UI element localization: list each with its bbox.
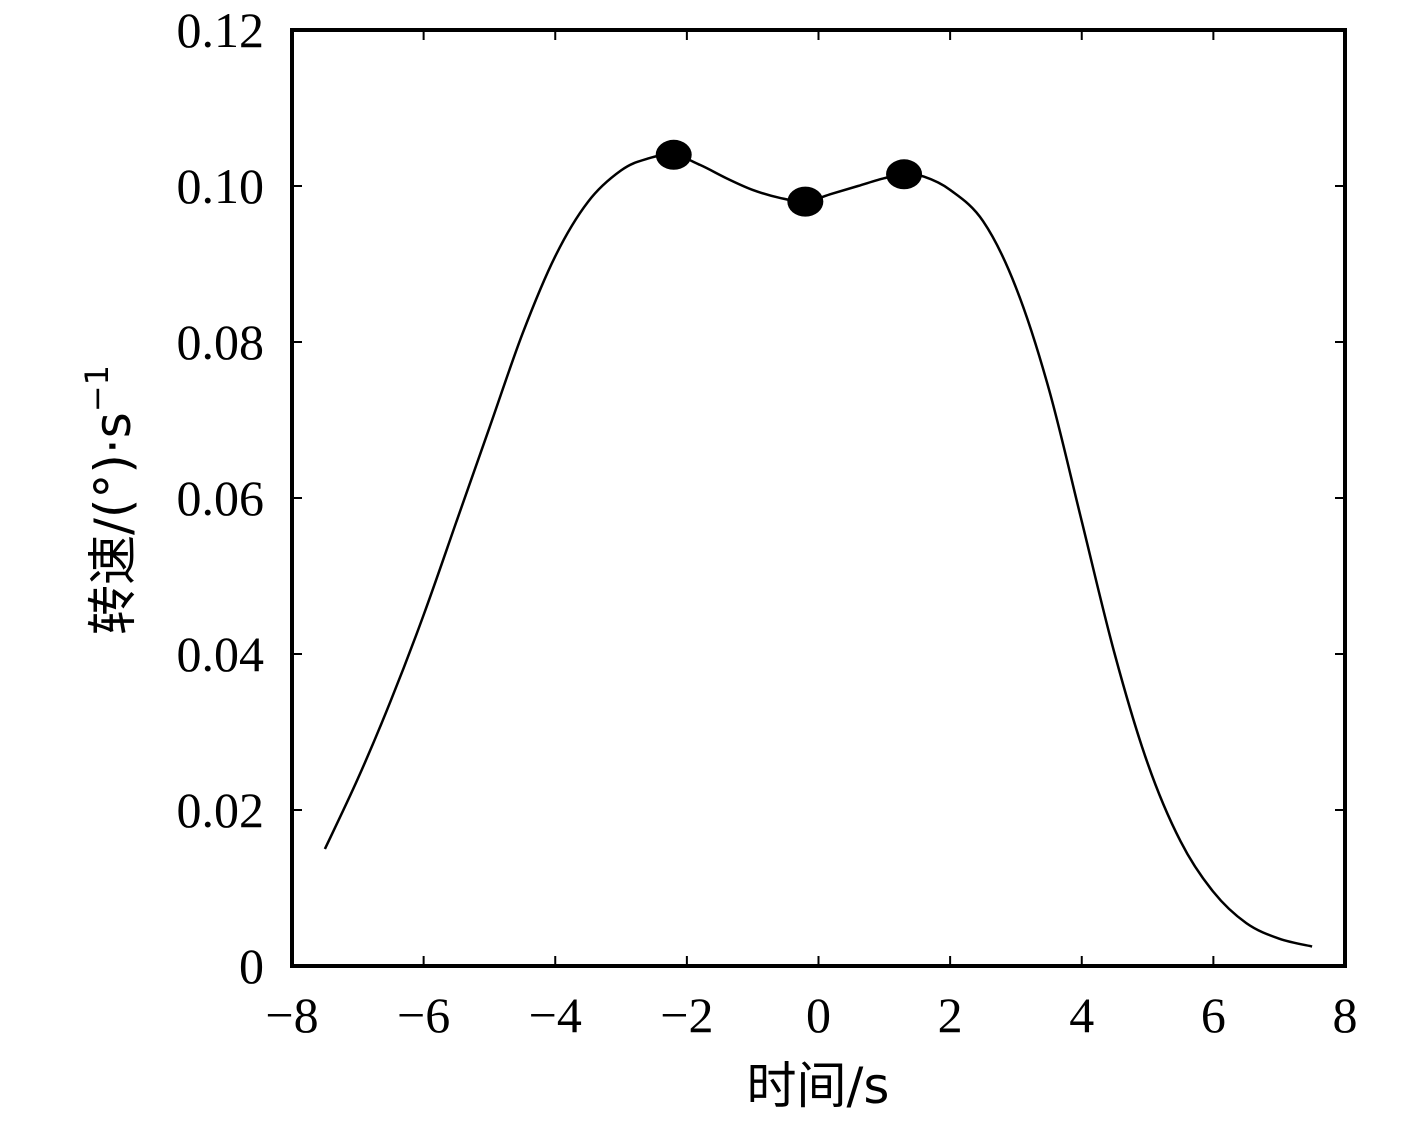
y-axis-title: 转速/(°)·s−1 [78, 365, 142, 635]
y-tick-label: 0.02 [177, 782, 265, 838]
y-tick-label: 0.04 [177, 626, 265, 682]
data-point-marker [655, 139, 692, 170]
data-line [323, 153, 1313, 948]
x-tick-label: 8 [1333, 987, 1358, 1043]
y-tick-label: 0 [239, 938, 264, 994]
x-tick-label: 6 [1201, 987, 1226, 1043]
y-tick-label: 0.10 [177, 158, 265, 214]
y-tick-label: 0.12 [177, 2, 265, 58]
x-tick-label: 4 [1069, 987, 1094, 1043]
y-axis-title-main: 转速/(°)·s [84, 412, 142, 635]
x-axis-title: 时间/s [747, 1057, 890, 1115]
x-tick-label: 2 [938, 987, 963, 1043]
plot-frame [290, 28, 1347, 968]
y-axis-title-superscript: −1 [78, 365, 116, 412]
x-axis-ticks: −8 −6 −4 −2 0 2 4 6 8 [265, 30, 1358, 1043]
data-point-marker [886, 159, 923, 190]
data-markers [655, 139, 923, 217]
x-tick-label: 0 [806, 987, 831, 1043]
x-tick-label: −2 [660, 987, 713, 1043]
data-point-marker [787, 186, 824, 217]
x-tick-label: −8 [265, 987, 318, 1043]
y-tick-label: 0.08 [177, 314, 265, 370]
y-tick-label: 0.06 [177, 470, 265, 526]
x-tick-label: −6 [397, 987, 450, 1043]
y-axis-ticks: 0 0.02 0.04 0.06 0.08 0.10 0.12 [177, 2, 1345, 994]
x-tick-label: −4 [529, 987, 582, 1043]
